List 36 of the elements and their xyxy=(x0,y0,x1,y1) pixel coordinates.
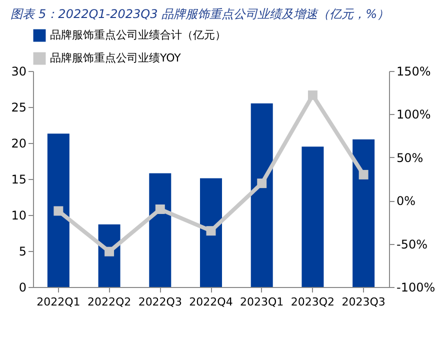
bar xyxy=(250,103,273,287)
x-tick-label: 2022Q3 xyxy=(138,296,182,308)
bar xyxy=(352,139,375,287)
point xyxy=(155,204,165,214)
y-tick-label: 30 xyxy=(11,64,26,78)
x-tick-label: 2022Q2 xyxy=(87,296,132,308)
y-tick-label: 10 xyxy=(11,208,26,222)
x-tick-label: 2022Q1 xyxy=(36,296,80,308)
point xyxy=(358,170,368,180)
y2-tick-label: 100% xyxy=(396,108,431,122)
bar xyxy=(47,134,70,287)
x-tick-label: 2023Q1 xyxy=(240,296,284,308)
y2-tick-label: -50% xyxy=(396,237,428,252)
y-tick-label: 0 xyxy=(18,280,26,294)
y-tick-label: 20 xyxy=(11,136,26,150)
y2-tick-label: 0% xyxy=(396,194,416,208)
y2-tick-label: 50% xyxy=(396,150,424,165)
x-tick-label: 2022Q4 xyxy=(189,296,233,308)
y2-tick-label: 150% xyxy=(396,64,431,78)
point xyxy=(54,206,64,216)
point xyxy=(104,246,114,256)
y-tick-label: 5 xyxy=(18,244,26,258)
bar xyxy=(302,146,324,287)
x-tick-label: 2023Q2 xyxy=(290,296,335,308)
bar xyxy=(149,173,172,287)
y-tick-label: 15 xyxy=(11,172,26,186)
point xyxy=(257,178,267,188)
bar xyxy=(200,178,222,287)
y-tick-label: 25 xyxy=(11,100,26,114)
legend-label: 品牌服饰重点公司业绩YOY xyxy=(50,52,182,64)
point xyxy=(206,226,216,236)
point xyxy=(308,90,318,100)
y2-tick-label: -100% xyxy=(396,280,436,294)
legend-label: 品牌服饰重点公司业绩合计（亿元） xyxy=(50,28,226,42)
x-tick-label: 2023Q3 xyxy=(342,296,386,308)
chart-title: 图表 5：2022Q1-2023Q3 品牌服饰重点公司业绩及增速（亿元，%） xyxy=(10,7,389,21)
